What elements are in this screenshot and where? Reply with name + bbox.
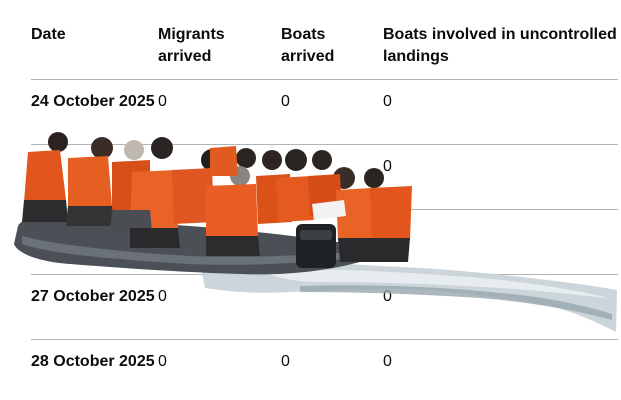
migrants-cell: 0	[158, 79, 281, 145]
boats-cell	[281, 274, 383, 340]
table-row: 28 October 2025 0 0 0	[31, 339, 618, 400]
table-row: 27 October 2025 0 0	[31, 274, 618, 340]
boats-cell: 0	[281, 79, 383, 145]
table-row	[31, 209, 618, 275]
uncontrolled-cell: 0	[383, 79, 618, 145]
boats-cell	[281, 144, 383, 210]
table-header-row: Date Migrants arrived Boats arrived Boat…	[31, 14, 618, 80]
uncontrolled-cell: 0	[383, 144, 618, 210]
date-cell	[31, 144, 158, 210]
migrants-cell	[158, 209, 281, 275]
date-cell: 28 October 2025	[31, 339, 158, 400]
migrants-cell: 0	[158, 339, 281, 400]
migrants-cell	[158, 144, 281, 210]
date-cell: 24 October 2025	[31, 79, 158, 145]
header-date: Date	[31, 14, 158, 80]
header-boats-arrived: Boats arrived	[281, 14, 383, 80]
header-boats-uncontrolled-landings: Boats involved in uncontrolled landings	[383, 14, 618, 80]
uncontrolled-cell: 0	[383, 339, 618, 400]
header-migrants-arrived: Migrants arrived	[158, 14, 281, 80]
migrants-cell: 0	[158, 274, 281, 340]
uncontrolled-cell: 0	[383, 274, 618, 340]
table-row: 24 October 2025 0 0 0	[31, 79, 618, 145]
boats-cell: 0	[281, 339, 383, 400]
small-boat-arrivals-table: Date Migrants arrived Boats arrived Boat…	[31, 14, 618, 400]
date-cell: 27 October 2025	[31, 274, 158, 340]
uncontrolled-cell	[383, 209, 618, 275]
date-cell	[31, 209, 158, 275]
boats-cell	[281, 209, 383, 275]
table-row: 0	[31, 144, 618, 210]
